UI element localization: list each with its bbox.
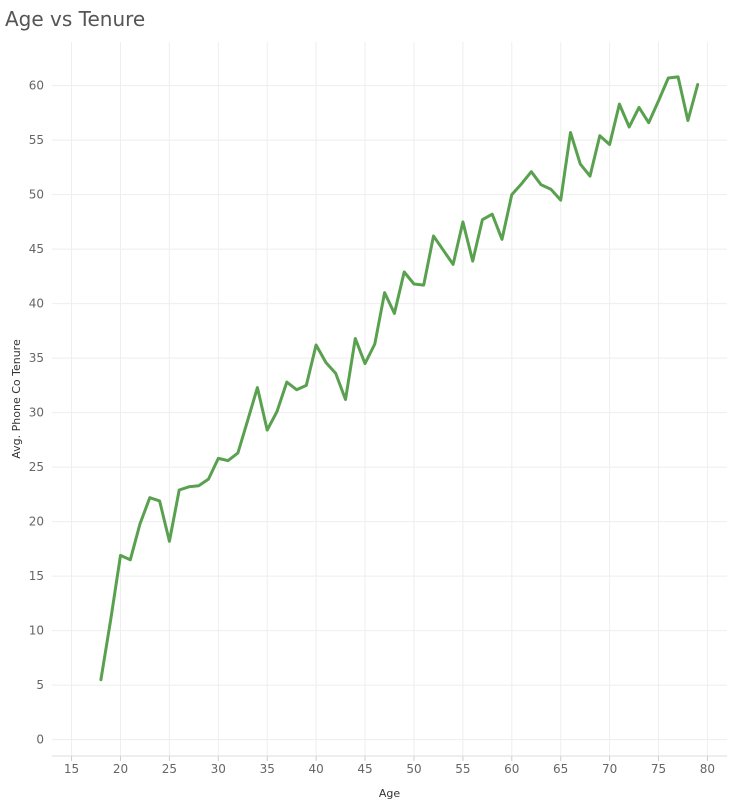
x-axis-title: Age — [379, 787, 401, 800]
x-tick-label: 55 — [455, 762, 470, 776]
x-tick-label: 35 — [260, 762, 275, 776]
tick-labels: 0 5 10 15 20 25 30 35 40 45 50 55 60 15 20 25 30 35 40 45 50… — [29, 79, 715, 776]
y-tick-label: 60 — [29, 79, 44, 93]
y-tick-label: 50 — [29, 188, 44, 202]
y-tick-label: 30 — [29, 406, 44, 420]
x-tick-label: 70 — [602, 762, 617, 776]
y-tick-label: 15 — [29, 569, 44, 583]
gridlines — [52, 42, 727, 761]
chart-title: Age vs Tenure — [5, 7, 146, 31]
x-tick-label: 30 — [211, 762, 226, 776]
x-tick-label: 60 — [504, 762, 519, 776]
series-lines — [99, 75, 700, 682]
y-tick-label: 35 — [29, 351, 44, 365]
y-axis-title: Avg. Phone Co Tenure — [10, 339, 23, 459]
y-tick-label: 55 — [29, 133, 44, 147]
y-tick-label: 0 — [36, 733, 44, 747]
y-tick-label: 5 — [36, 678, 44, 692]
y-tick-label: 20 — [29, 515, 44, 529]
y-tick-label: 45 — [29, 242, 44, 256]
x-tick-label: 50 — [406, 762, 421, 776]
x-tick-label: 45 — [357, 762, 372, 776]
y-tick-label: 40 — [29, 297, 44, 311]
y-tick-label: 10 — [29, 624, 44, 638]
x-tick-label: 15 — [64, 762, 79, 776]
x-tick-label: 65 — [553, 762, 568, 776]
series-line — [99, 75, 700, 682]
x-tick-label: 80 — [700, 762, 715, 776]
y-tick-label: 25 — [29, 460, 44, 474]
x-tick-label: 25 — [162, 762, 177, 776]
x-tick-label: 20 — [113, 762, 128, 776]
x-tick-label: 75 — [651, 762, 666, 776]
x-tick-label: 40 — [308, 762, 323, 776]
